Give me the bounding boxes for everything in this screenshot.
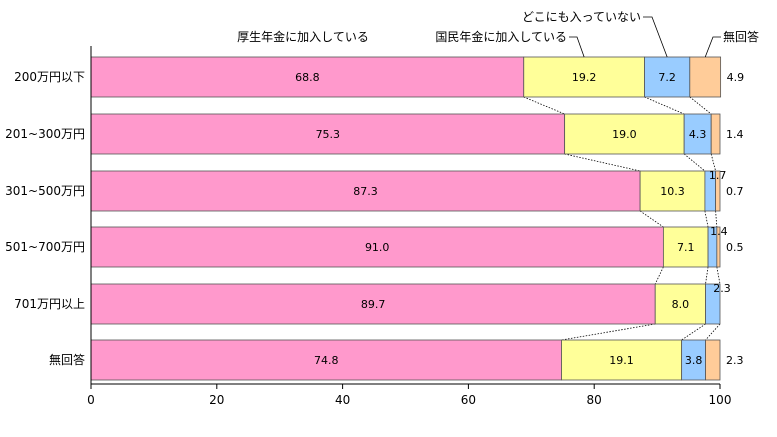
connector-line: [564, 153, 641, 172]
value-label: 0.7: [726, 185, 744, 198]
bar-1-series-3: [644, 56, 691, 98]
legend-label: 無回答: [723, 29, 759, 44]
value-label: 68.8: [295, 71, 320, 84]
bar-1-series-1: [90, 56, 525, 98]
bar-4-series-4: [716, 226, 721, 268]
value-label: 19.2: [572, 71, 597, 84]
value-label: 89.7: [361, 298, 386, 311]
connector-line: [639, 210, 664, 228]
value-label: 8.0: [672, 298, 690, 311]
category-label: 200万円以下: [14, 70, 85, 84]
category-label: 501~700万円: [5, 240, 85, 254]
connector-line: [715, 210, 718, 228]
value-label: 4.9: [727, 71, 745, 84]
bar-3-series-1: [90, 170, 641, 212]
value-label: 10.3: [660, 185, 685, 198]
bar-2-series-4: [710, 113, 721, 155]
callout-line: [643, 16, 668, 58]
connector-line: [644, 96, 685, 115]
legend-label: 厚生年金に加入している: [237, 29, 369, 44]
connector-line: [705, 266, 709, 285]
bar-5-series-1: [90, 283, 656, 325]
category-label: 201~300万円: [5, 127, 85, 141]
connector-line: [561, 323, 656, 341]
bar-4-series-2: [662, 226, 709, 268]
bar-3-series-2: [639, 170, 706, 212]
bar-1-series-4: [689, 56, 722, 98]
value-label: 87.3: [353, 185, 378, 198]
value-label: 74.8: [314, 354, 339, 367]
bar-3-series-4: [715, 170, 721, 212]
bar-2-series-2: [564, 113, 685, 155]
connector-line: [705, 323, 721, 341]
value-label: 19.1: [609, 354, 634, 367]
bar-5-series-2: [654, 283, 706, 325]
legend-label: どこにも入っていない: [522, 10, 641, 24]
connector-line: [704, 210, 709, 228]
value-label: 7.2: [658, 71, 676, 84]
category-label: 701万円以上: [14, 297, 85, 311]
callout-line: [704, 36, 721, 58]
legend-label: 国民年金に加入している: [435, 29, 567, 44]
value-label: 19.0: [612, 128, 637, 141]
bars-group: [90, 56, 722, 381]
bar-5-series-3: [705, 283, 721, 325]
x-tick-label: 60: [461, 393, 476, 407]
value-label: 0.5: [726, 241, 744, 254]
callout-line: [569, 36, 585, 58]
connector-line: [683, 153, 706, 172]
bar-6-series-2: [561, 339, 683, 381]
labels-group: 68.8 19.2 7.2 4.9 200万円以下 75.3 19.0 4.3 1.4 201~3…: [5, 70, 744, 367]
x-tick-label: 0: [87, 393, 95, 407]
value-label: 2.3: [713, 282, 731, 295]
x-tick-label: 40: [335, 393, 350, 407]
connector-line: [654, 266, 664, 285]
bar-6-series-1: [90, 339, 562, 381]
x-ticks: 0 20 40 60 80 100: [87, 384, 731, 407]
value-label: 4.3: [689, 128, 707, 141]
value-label: 1.7: [709, 169, 727, 182]
value-label: 3.8: [685, 354, 703, 367]
category-label: 無回答: [49, 352, 85, 367]
value-label: 91.0: [365, 241, 390, 254]
connector-line: [523, 96, 565, 115]
x-tick-label: 20: [209, 393, 224, 407]
category-label: 301~500万円: [5, 184, 85, 198]
x-tick-label: 100: [709, 393, 732, 407]
value-label: 1.4: [726, 128, 744, 141]
connector-line: [689, 96, 712, 115]
value-label: 1.4: [710, 225, 728, 238]
connector-line: [681, 323, 706, 341]
value-label: 2.3: [726, 354, 744, 367]
bar-2-series-3: [683, 113, 712, 155]
x-tick-label: 80: [587, 393, 602, 407]
value-label: 7.1: [677, 241, 695, 254]
connector-lines: [523, 96, 721, 341]
value-label: 75.3: [316, 128, 341, 141]
bar-6-series-4: [705, 339, 721, 381]
